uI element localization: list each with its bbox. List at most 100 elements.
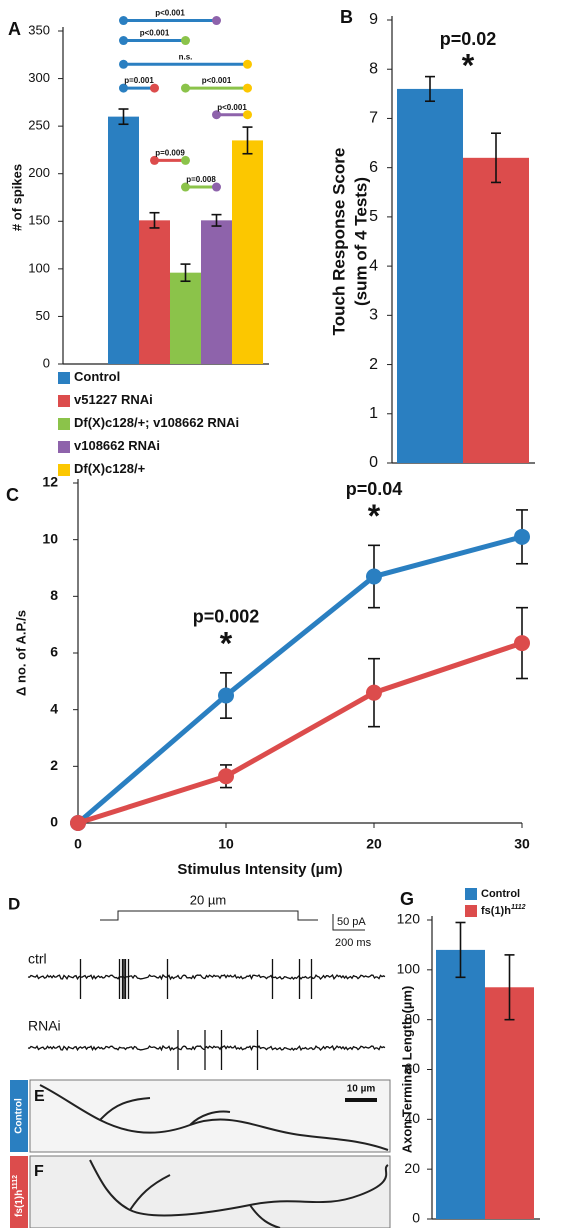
panel-label: G	[400, 889, 414, 909]
point	[514, 529, 530, 545]
panel-label: C	[6, 485, 19, 505]
micrograph	[30, 1156, 390, 1228]
annotation-mark: *	[462, 47, 475, 83]
legend-name: fs(1)h	[481, 905, 511, 917]
annotation-mark: *	[368, 498, 381, 534]
trace	[28, 959, 385, 999]
y-tick-label: 3	[369, 307, 378, 324]
trace-label: RNAi	[28, 1018, 61, 1034]
line	[78, 537, 522, 823]
y-tick-label: 4	[50, 700, 58, 716]
image-label: Control	[14, 1098, 25, 1134]
legend-name: v108662 RNAi	[74, 438, 160, 453]
panel-label: A	[8, 19, 21, 39]
y-tick-label: 100	[397, 961, 421, 977]
y-tick-label: 0	[43, 355, 50, 370]
traces	[28, 959, 385, 1070]
point	[514, 635, 530, 651]
legend-sup: 1112	[511, 904, 526, 911]
micrograph	[30, 1080, 390, 1152]
bar	[397, 89, 463, 463]
panel-label: F	[34, 1163, 44, 1180]
comparison-dot	[181, 84, 190, 93]
bar	[170, 273, 201, 364]
y-tick-label: 50	[36, 308, 50, 323]
x-tick-label: 30	[514, 836, 530, 852]
legend-swatch	[58, 372, 70, 384]
panel-label: B	[340, 7, 353, 27]
panel-label: D	[8, 894, 20, 913]
comparison-dot	[243, 84, 252, 93]
point	[218, 768, 234, 784]
y-tick-label: 7	[369, 110, 378, 127]
annotation: p=0.02	[440, 29, 497, 49]
x-tick-label: 10	[218, 836, 234, 852]
legend-name: Df(X)c128/+	[74, 461, 146, 476]
line	[78, 643, 522, 823]
y-tick-label: 6	[369, 159, 378, 176]
legend-label: fs(1)h1112	[481, 904, 526, 917]
scale-current: 50 pA	[337, 916, 366, 928]
x-tick-label: 0	[74, 836, 82, 852]
legend-name: v51227 RNAi	[74, 392, 153, 407]
bar	[108, 117, 139, 364]
comparison-dot	[119, 60, 128, 69]
y-axis-label: (sum of 4 Tests)	[351, 177, 370, 306]
legend-label: Df(X)c128/+; v108662 RNAi	[74, 415, 239, 430]
comparison-label: p<0.001	[202, 76, 232, 85]
trace	[28, 1030, 385, 1070]
y-axis-label: # of spikes	[9, 164, 24, 231]
y-tick-label: 0	[369, 454, 378, 471]
y-tick-label: 200	[28, 165, 50, 180]
bar	[201, 220, 232, 364]
legend-swatch	[58, 395, 70, 407]
x-tick-label: 20	[366, 836, 382, 852]
bar	[485, 987, 534, 1219]
scale-label: 10 µm	[347, 1084, 376, 1095]
comparison-label: p<0.001	[155, 9, 185, 18]
y-tick-label: 12	[42, 474, 58, 490]
bar	[232, 140, 263, 364]
annotation-mark: *	[220, 625, 233, 661]
image-label-text: fs(1)h	[14, 1190, 25, 1217]
legend-label: Control	[74, 369, 120, 384]
annotation: p=0.002	[193, 607, 260, 627]
panel-label: E	[34, 1088, 45, 1105]
y-tick-label: 150	[28, 213, 50, 228]
comparison-label: n.s.	[179, 52, 193, 61]
comparison-dot	[181, 36, 190, 45]
stimulus-bracket	[100, 911, 318, 920]
comparison-label: p<0.001	[217, 103, 247, 112]
y-tick-label: 10	[42, 530, 58, 546]
y-tick-label: 350	[28, 22, 50, 37]
legend-swatch	[58, 441, 70, 453]
y-tick-label: 0	[50, 814, 58, 830]
scale-bar	[345, 1098, 377, 1102]
point	[366, 685, 382, 701]
comparison-label: p<0.001	[140, 29, 170, 38]
legend-label: v108662 RNAi	[74, 438, 160, 453]
comparison-dot	[212, 16, 221, 25]
comparison-label: p=0.009	[155, 149, 185, 158]
y-tick-label: 20	[404, 1160, 420, 1176]
y-axis-label: Touch Response Score	[329, 148, 348, 336]
legend-swatch	[58, 418, 70, 430]
y-tick-label: 8	[369, 60, 378, 77]
y-axis-label: Axon Terminal Length (µm)	[399, 986, 414, 1154]
trace-label: ctrl	[28, 951, 47, 967]
comparison-dot	[119, 36, 128, 45]
figure: D 20 µm 50 pA 200 ms ctrl RNAi Control E…	[0, 0, 563, 1228]
comparison-label: p=0.008	[186, 175, 216, 184]
legend-name: Df(X)c128/+; v108662 RNAi	[74, 415, 239, 430]
legend-swatch	[465, 888, 477, 900]
legend-name: Control	[74, 369, 120, 384]
scale-time: 200 ms	[335, 937, 372, 949]
y-tick-label: 8	[50, 587, 58, 603]
stimulus-label: 20 µm	[190, 892, 226, 907]
y-tick-label: 300	[28, 70, 50, 85]
point	[218, 688, 234, 704]
legend-label: Df(X)c128/+	[74, 461, 146, 476]
image-label-sup: 1112	[12, 1175, 19, 1190]
x-axis-label: Stimulus Intensity (µm)	[177, 861, 342, 878]
comparison-label: p=0.001	[124, 76, 154, 85]
